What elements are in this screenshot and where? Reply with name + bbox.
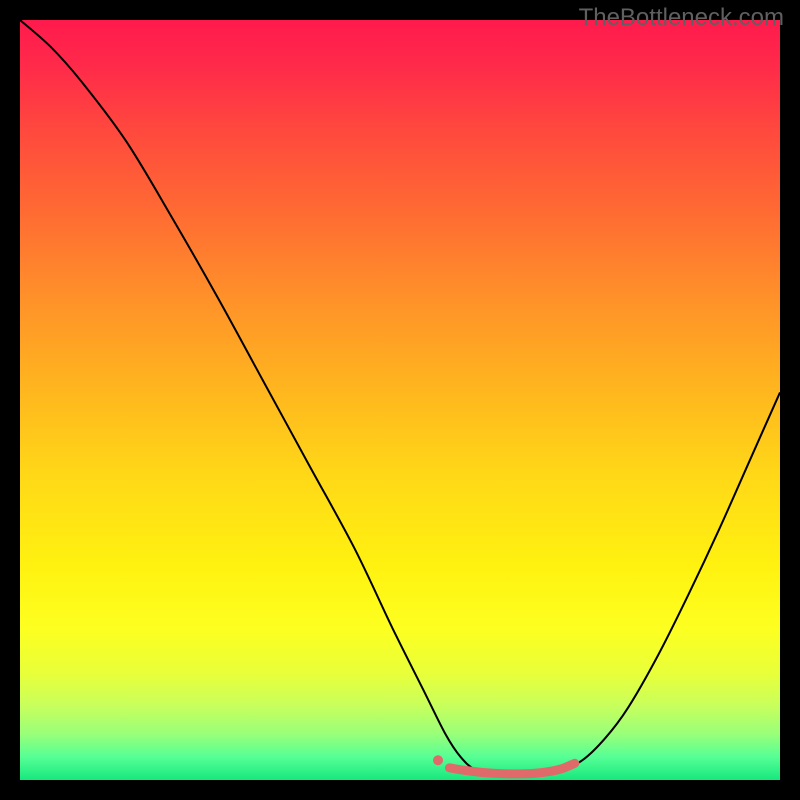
plot-area xyxy=(20,20,780,780)
highlight-lead-dot xyxy=(433,755,443,765)
watermark-text: TheBottleneck.com xyxy=(579,4,784,32)
chart-frame xyxy=(20,20,780,780)
gradient-background xyxy=(20,20,780,780)
plot-svg xyxy=(20,20,780,780)
